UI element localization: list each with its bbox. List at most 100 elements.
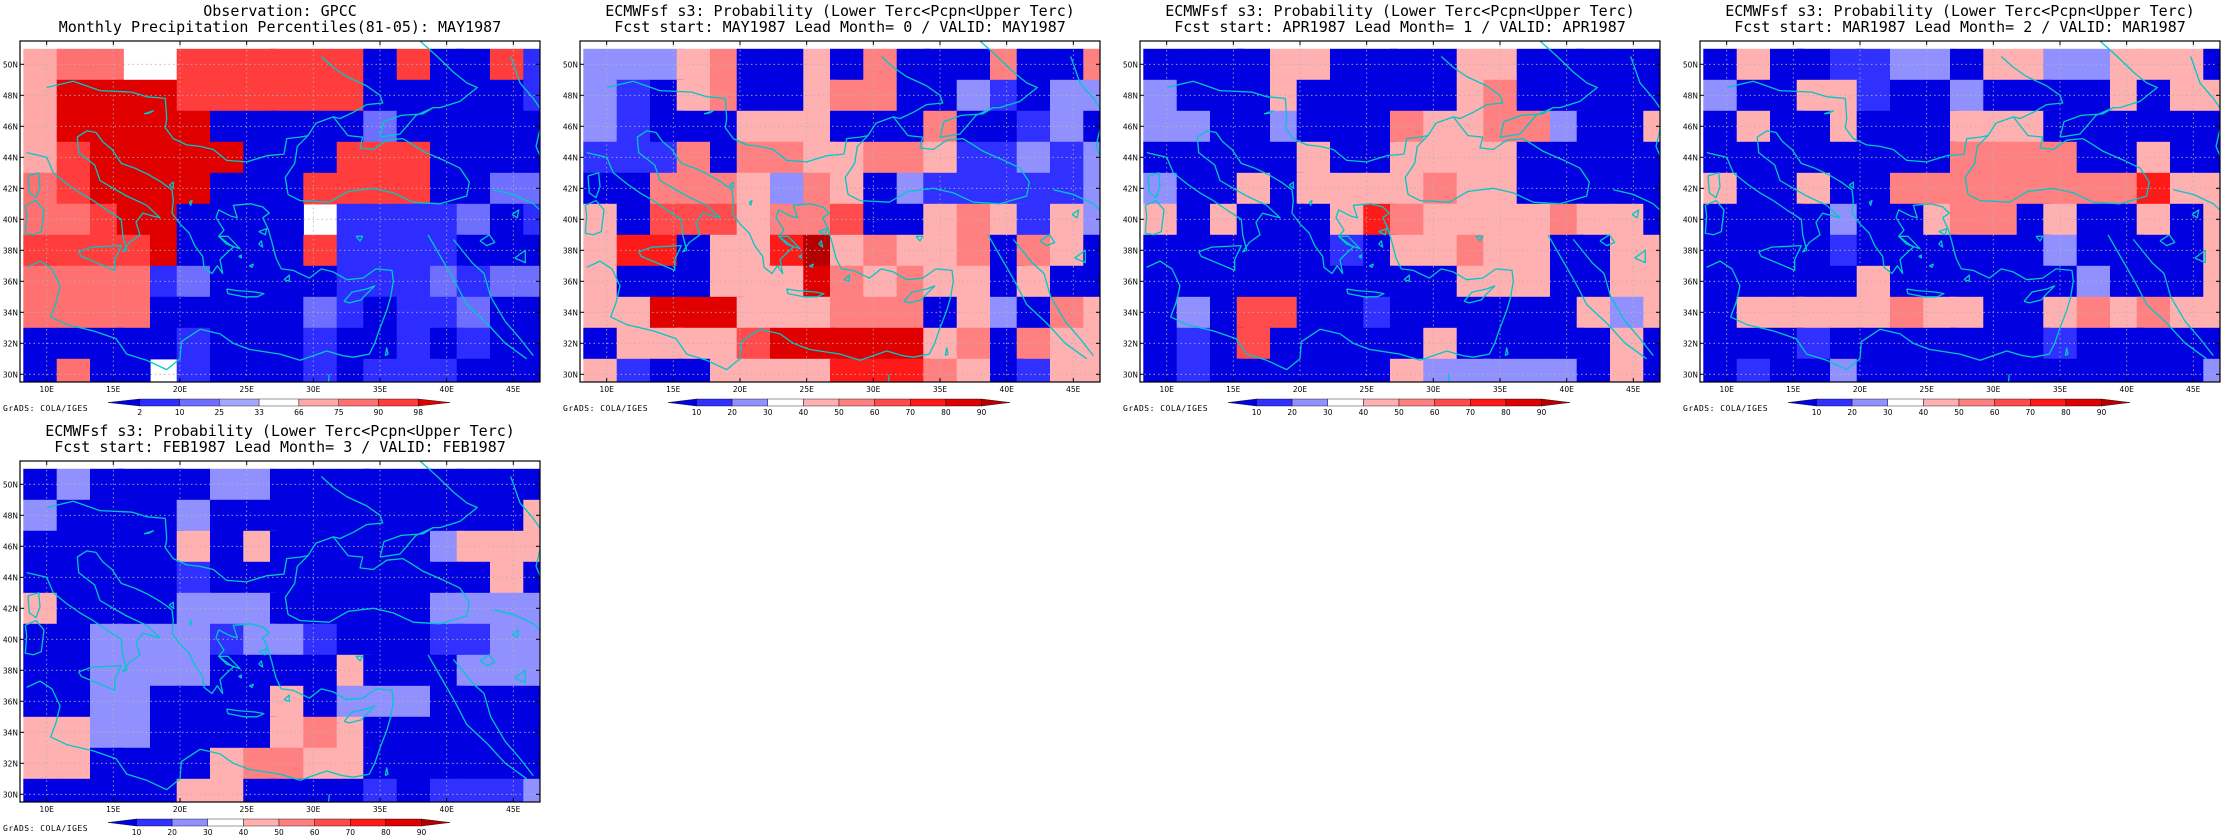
colorbar-swatch bbox=[1958, 398, 1995, 407]
data-cell bbox=[523, 747, 540, 780]
data-cell bbox=[770, 141, 804, 174]
coastline bbox=[2064, 347, 2069, 357]
lon-label: 45E bbox=[1066, 385, 1081, 394]
colorbar-swatch bbox=[1923, 398, 1960, 407]
coastline bbox=[238, 674, 242, 679]
data-cell bbox=[1610, 358, 1644, 382]
lat-label: 40N bbox=[3, 635, 18, 644]
coastline bbox=[1599, 234, 1616, 247]
colorbar-swatch bbox=[1291, 398, 1328, 407]
data-cell bbox=[210, 48, 244, 81]
data-cell bbox=[1856, 358, 1891, 382]
data-cell bbox=[210, 530, 244, 563]
coastline bbox=[1539, 41, 1598, 109]
colorbar-label: 30 bbox=[1323, 408, 1333, 417]
lon-label: 45E bbox=[2186, 385, 2201, 394]
data-cell bbox=[956, 110, 991, 143]
colorbar-label: 30 bbox=[763, 408, 773, 417]
coastlines bbox=[24, 41, 540, 382]
data-cell bbox=[616, 234, 651, 267]
colorbar-label: 50 bbox=[1954, 408, 1964, 417]
coastline bbox=[1942, 217, 2074, 282]
colorbar-label: 60 bbox=[310, 828, 320, 837]
coastline bbox=[1630, 56, 1660, 110]
colorbar-swatch bbox=[1505, 398, 1542, 407]
coastline bbox=[95, 132, 270, 275]
data-cell bbox=[56, 778, 91, 802]
coastline bbox=[248, 263, 254, 268]
coastline bbox=[2107, 234, 2208, 360]
data-cell bbox=[56, 685, 91, 718]
panel-observation-gpcc: Observation: GPCC Monthly Precipitation … bbox=[0, 0, 560, 420]
data-cell bbox=[1770, 358, 1804, 382]
colorbar-label: 20 bbox=[727, 408, 737, 417]
coastline bbox=[143, 530, 154, 535]
data-cell bbox=[396, 499, 431, 532]
data-cell bbox=[956, 327, 991, 360]
data-cell bbox=[243, 358, 278, 382]
data-cell bbox=[210, 172, 244, 205]
data-cell bbox=[2076, 234, 2111, 267]
data-cell bbox=[1736, 234, 1771, 267]
colorbar-swatch bbox=[1851, 398, 1888, 407]
data-cell bbox=[1176, 48, 1211, 81]
data-cell bbox=[210, 110, 244, 143]
colorbar-swatch bbox=[1541, 398, 1571, 407]
coastline bbox=[1012, 238, 1094, 357]
lon-label: 45E bbox=[506, 805, 521, 814]
colorbar-label: 10 bbox=[692, 408, 702, 417]
lat-label: 36N bbox=[1123, 277, 1138, 286]
panel-title: Observation: GPCC bbox=[203, 2, 357, 20]
data-cell bbox=[1330, 79, 1364, 112]
lon-label: 25E bbox=[800, 385, 815, 394]
coastline bbox=[95, 552, 270, 695]
coastline bbox=[452, 238, 534, 357]
data-cell bbox=[2076, 296, 2111, 329]
coastline bbox=[78, 664, 122, 692]
data-cell bbox=[1176, 203, 1211, 236]
coastline bbox=[1868, 199, 1873, 206]
data-cell bbox=[1083, 172, 1100, 205]
coastline bbox=[283, 694, 290, 702]
graticule bbox=[580, 41, 1100, 382]
lon-label: 20E bbox=[1853, 385, 1868, 394]
data-cell bbox=[210, 654, 244, 687]
coastline bbox=[1263, 110, 1274, 115]
lat-label: 50N bbox=[3, 60, 18, 69]
map-frame bbox=[19, 40, 541, 383]
data-cell bbox=[1083, 203, 1100, 236]
colorbar-label: 90 bbox=[977, 408, 987, 417]
data-cell bbox=[1083, 234, 1100, 267]
lat-label: 36N bbox=[563, 277, 578, 286]
data-cell bbox=[56, 654, 91, 687]
data-cell bbox=[2136, 358, 2171, 382]
map-frame bbox=[19, 460, 541, 803]
data-cell bbox=[616, 358, 651, 382]
coastline bbox=[284, 116, 470, 205]
colorbar-label: 40 bbox=[1919, 408, 1929, 417]
data-cell bbox=[1703, 358, 1738, 382]
coastline bbox=[979, 41, 1038, 109]
coastline bbox=[1053, 189, 1100, 211]
coastline bbox=[1404, 116, 1590, 205]
lon-label: 30E bbox=[1986, 385, 2001, 394]
lon-label: 45E bbox=[506, 385, 521, 394]
coastline bbox=[1918, 254, 1922, 259]
data-cell bbox=[770, 48, 804, 81]
data-cell bbox=[956, 265, 991, 298]
data-cell bbox=[1890, 265, 1924, 298]
lat-label: 48N bbox=[1683, 91, 1698, 100]
coastline bbox=[46, 500, 309, 583]
coastline bbox=[514, 249, 526, 264]
lat-label: 48N bbox=[3, 91, 18, 100]
data-cell bbox=[1516, 358, 1551, 382]
coastline bbox=[1146, 260, 1514, 371]
colorbar-label: 60 bbox=[870, 408, 880, 417]
coastline bbox=[535, 128, 540, 147]
coastline bbox=[262, 217, 394, 282]
coastline bbox=[2190, 56, 2220, 110]
data-cell bbox=[956, 358, 991, 382]
lat-label: 40N bbox=[3, 215, 18, 224]
colorbar-label: 70 bbox=[906, 408, 916, 417]
coastline bbox=[238, 254, 242, 259]
